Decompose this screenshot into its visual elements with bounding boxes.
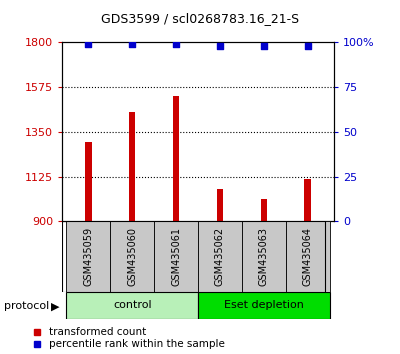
Bar [154, 221, 198, 292]
Bar [173, 96, 179, 221]
Text: protocol: protocol [4, 301, 49, 311]
Bar [198, 221, 242, 292]
Text: GSM435060: GSM435060 [127, 227, 137, 286]
Point [129, 41, 135, 47]
Bar [66, 221, 110, 292]
Text: GSM435061: GSM435061 [171, 227, 181, 286]
Bar [66, 292, 198, 319]
Text: GSM435063: GSM435063 [259, 227, 269, 286]
Bar [110, 221, 154, 292]
Point [304, 43, 311, 49]
Bar [217, 189, 223, 221]
Text: ▶: ▶ [51, 301, 59, 311]
Bar [198, 292, 330, 319]
Point [85, 41, 92, 47]
Point [173, 41, 179, 47]
Bar [242, 221, 286, 292]
Text: GSM435062: GSM435062 [215, 227, 225, 286]
Point [261, 43, 267, 49]
Text: Eset depletion: Eset depletion [224, 300, 304, 310]
Bar [304, 178, 311, 221]
Bar [85, 142, 92, 221]
Point [217, 43, 223, 49]
Bar [260, 199, 267, 221]
Text: control: control [113, 300, 152, 310]
Bar [286, 221, 330, 292]
Legend: transformed count, percentile rank within the sample: transformed count, percentile rank withi… [32, 327, 225, 349]
Bar [129, 112, 136, 221]
Text: GSM435064: GSM435064 [303, 227, 313, 286]
Text: GDS3599 / scl0268783.16_21-S: GDS3599 / scl0268783.16_21-S [101, 12, 299, 25]
Text: GSM435059: GSM435059 [83, 227, 93, 286]
